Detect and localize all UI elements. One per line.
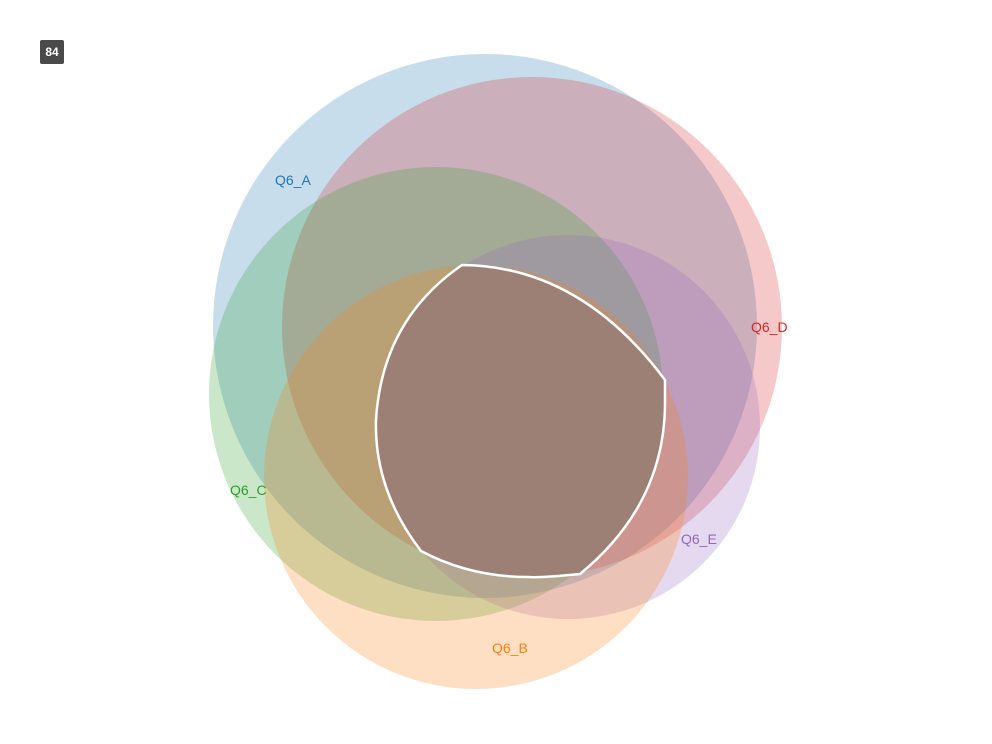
set-label-q6-a: Q6_A — [275, 172, 311, 188]
set-label-q6-c: Q6_C — [230, 482, 267, 498]
set-label-q6-e: Q6_E — [681, 531, 717, 547]
count-badge: 84 — [40, 40, 64, 64]
set-label-q6-d: Q6_D — [751, 319, 788, 335]
set-label-q6-b: Q6_B — [492, 640, 528, 656]
highlighted-intersection-region[interactable] — [374, 263, 667, 579]
